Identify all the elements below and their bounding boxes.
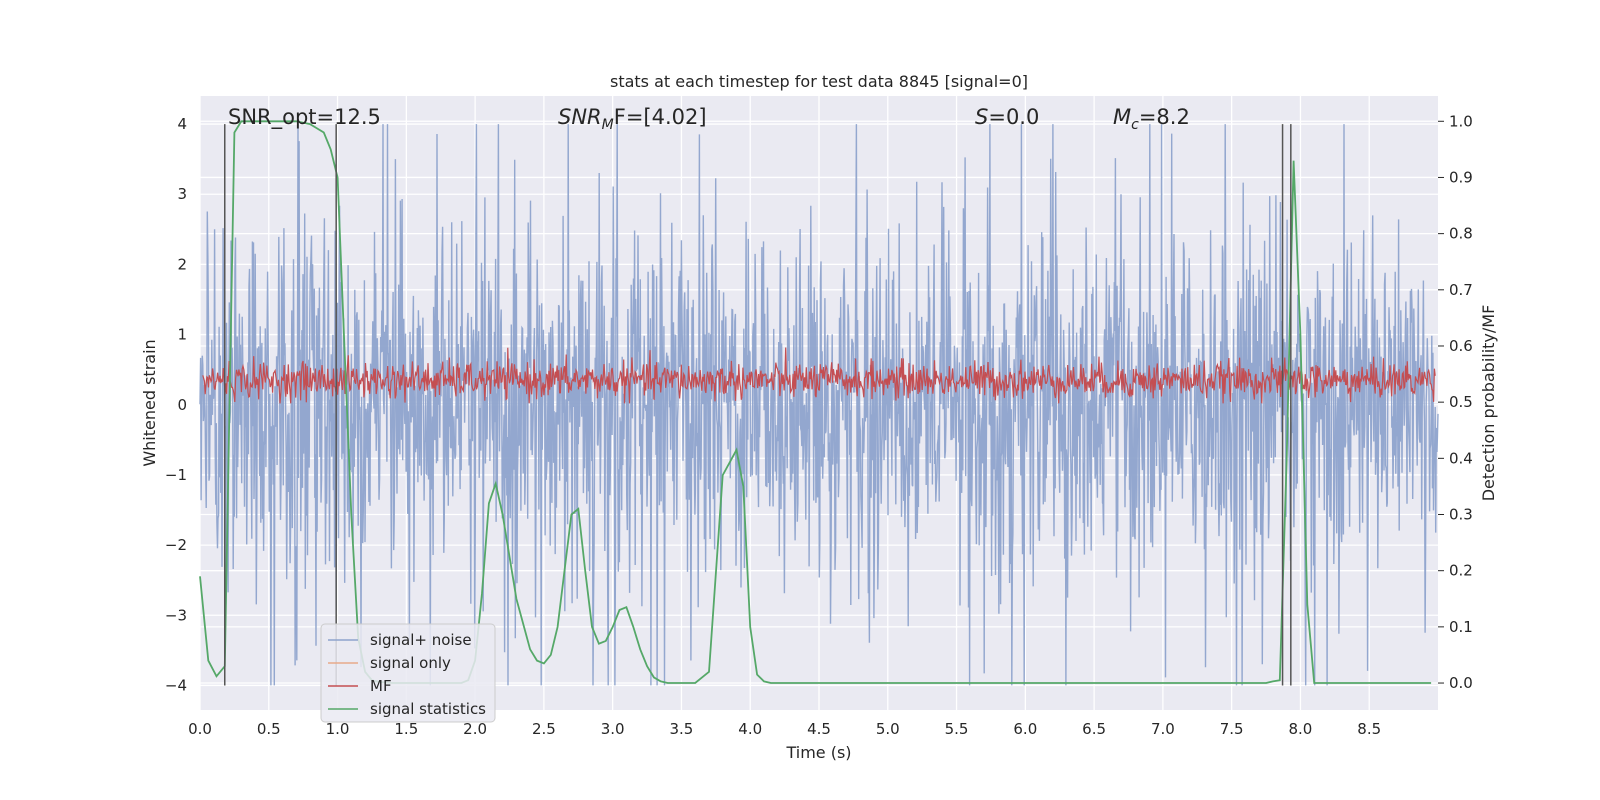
y-tick-label: 3	[177, 185, 187, 203]
snr-mf-symbol: SNR	[558, 105, 602, 129]
snr-mf-subscript: M	[602, 117, 614, 133]
x-tick-label: 4.0	[738, 720, 762, 738]
y2-tick-label: 0.4	[1449, 449, 1473, 467]
y2-tick-label: 0.8	[1449, 225, 1473, 243]
y-tick-label: 4	[177, 115, 187, 133]
y2-tick-label: 0.9	[1449, 168, 1473, 186]
x-tick-label: 3.5	[670, 720, 694, 738]
x-tick-labels: 0.0 0.5 1.0 1.5 2.0 2.5 3.0 3.5 4.0 4.5 5.0 5.5 6.0 6…	[188, 720, 1381, 738]
snr-mf-value: F=[4.02]	[614, 105, 707, 129]
y-axis-label: Whitened strain	[140, 339, 159, 466]
x-tick-label: 8.0	[1289, 720, 1313, 738]
y-tick-label: 0	[177, 396, 187, 414]
x-tick-label: 8.5	[1357, 720, 1381, 738]
x-tick-label: 5.0	[876, 720, 900, 738]
y2-tick-label: 1.0	[1449, 112, 1473, 130]
y-tick-label: −4	[165, 676, 187, 694]
x-tick-label: 0.5	[257, 720, 281, 738]
signal-statistics-line	[199, 120, 1432, 684]
y2-tick-label: 0.7	[1449, 281, 1473, 299]
x-tick-label: 2.5	[532, 720, 556, 738]
legend-box	[320, 623, 496, 723]
s-value: =0.0	[988, 105, 1039, 129]
x-tick-label: 0.0	[188, 720, 212, 738]
x-tick-label: 4.5	[807, 720, 831, 738]
mf-line	[202, 347, 1436, 404]
y2-tick-label: 0.5	[1449, 393, 1473, 411]
series-signal-statistics	[199, 120, 1432, 684]
y2-tick-label: 0.6	[1449, 337, 1473, 355]
y2-tick-label: 0.1	[1449, 618, 1473, 636]
x-tick-label: 6.0	[1013, 720, 1037, 738]
annotation-s: S=0.0	[975, 105, 1039, 129]
y2-tick-labels: 1.0 0.9 0.8 0.7 0.6 0.5 0.4 0.3 0.2 0.1 0.0	[1438, 112, 1473, 692]
x-tick-label: 6.5	[1082, 720, 1106, 738]
x-tick-label: 1.5	[394, 720, 418, 738]
legend: signal+ noise signal only MF signal stat…	[320, 623, 496, 723]
y-tick-label: 1	[177, 326, 187, 344]
y2-axis-label: Detection probability/MF	[1479, 305, 1498, 502]
x-axis-label: Time (s)	[785, 743, 851, 762]
s-symbol: S	[975, 105, 988, 129]
annotation-snr-mf: SNRMF=[4.02]	[558, 105, 707, 133]
y-tick-labels: 4 3 2 1 0 −1 −2 −3 −4	[165, 115, 187, 694]
series-signal-noise	[199, 124, 1439, 686]
mc-value: =8.2	[1139, 105, 1190, 129]
x-tick-label: 1.0	[326, 720, 350, 738]
y2-tick-label: 0.0	[1449, 674, 1473, 692]
chart-title: stats at each timestep for test data 884…	[610, 72, 1028, 91]
legend-label-signal-noise: signal+ noise	[370, 631, 472, 649]
x-tick-label: 3.0	[601, 720, 625, 738]
legend-label-mf: MF	[370, 677, 392, 695]
y-tick-label: −1	[165, 466, 187, 484]
mc-subscript: c	[1131, 117, 1139, 133]
x-tick-label: 7.5	[1220, 720, 1244, 738]
annotation-mc: Mc=8.2	[1113, 105, 1190, 133]
x-tick-label: 5.5	[945, 720, 969, 738]
y2-tick-label: 0.3	[1449, 506, 1473, 524]
y-tick-label: 2	[177, 255, 187, 273]
signal-noise-line	[199, 124, 1439, 686]
x-tick-label: 7.0	[1151, 720, 1175, 738]
y-tick-label: −2	[165, 536, 187, 554]
annotation-snr-opt: SNR_opt=12.5	[228, 105, 381, 130]
legend-label-signal-only: signal only	[370, 654, 451, 672]
series-mf	[202, 347, 1436, 404]
mc-symbol: M	[1113, 105, 1131, 129]
marker-lines	[224, 124, 1292, 686]
y-tick-label: −3	[165, 606, 187, 624]
x-tick-label: 2.0	[463, 720, 487, 738]
legend-label-signal-statistics: signal statistics	[370, 700, 486, 718]
y2-tick-label: 0.2	[1449, 562, 1473, 580]
